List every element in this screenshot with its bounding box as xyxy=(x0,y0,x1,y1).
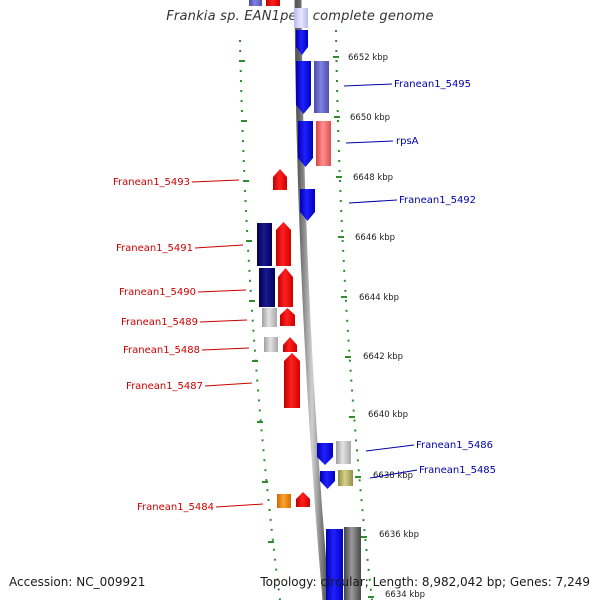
gene-arrow[interactable] xyxy=(296,30,308,55)
gene-arrow[interactable] xyxy=(300,189,315,221)
gene-arrow[interactable] xyxy=(283,337,297,352)
gene-arrow[interactable] xyxy=(344,527,361,600)
gene-label-franean1-5492[interactable]: Franean1_5492 xyxy=(399,195,476,206)
accession-text: Accession: NC_009921 xyxy=(9,575,146,589)
scale-label-6638: 6638 kbp xyxy=(373,471,413,481)
right-callouts xyxy=(343,83,418,479)
gene-label-franean1-5485[interactable]: Franean1_5485 xyxy=(419,465,496,476)
gene-arrow[interactable] xyxy=(273,169,287,190)
reverse-genes xyxy=(249,0,310,508)
gene-label-franean1-5491[interactable]: Franean1_5491 xyxy=(116,243,193,254)
gene-arrow[interactable] xyxy=(320,471,335,489)
gene-arrow[interactable] xyxy=(336,441,351,464)
gene-arrow[interactable] xyxy=(262,308,277,327)
gene-label-franean1-5489[interactable]: Franean1_5489 xyxy=(121,317,198,328)
scale-label-6634: 6634 kbp xyxy=(385,590,425,600)
gene-arrow[interactable] xyxy=(314,61,329,113)
gene-arrow[interactable] xyxy=(316,121,331,166)
left-ticks xyxy=(239,60,274,543)
genome-summary-text: Topology: circular; Length: 8,982,042 bp… xyxy=(260,575,590,589)
gene-arrow[interactable] xyxy=(264,337,278,352)
gene-label-franean1-5490[interactable]: Franean1_5490 xyxy=(119,287,196,298)
scale-label-6648: 6648 kbp xyxy=(353,173,393,183)
gene-arrow[interactable] xyxy=(257,223,272,266)
gene-label-franean1-5493[interactable]: Franean1_5493 xyxy=(113,177,190,188)
gene-arrow[interactable] xyxy=(277,494,291,508)
gene-label-rpsa[interactable]: rpsA xyxy=(396,136,419,147)
forward-genes xyxy=(294,8,361,600)
scale-label-6636: 6636 kbp xyxy=(379,530,419,540)
gene-arrow[interactable] xyxy=(296,492,310,507)
gene-arrow[interactable] xyxy=(278,268,293,307)
scale-label-6644: 6644 kbp xyxy=(359,293,399,303)
gene-label-franean1-5488[interactable]: Franean1_5488 xyxy=(123,345,200,356)
scale-label-6650: 6650 kbp xyxy=(350,113,390,123)
gene-arrow[interactable] xyxy=(326,529,343,600)
left-callouts xyxy=(191,179,264,508)
gene-arrow[interactable] xyxy=(296,61,311,114)
gene-arrow[interactable] xyxy=(276,222,291,266)
gene-label-franean1-5484[interactable]: Franean1_5484 xyxy=(137,502,214,513)
gene-label-franean1-5486[interactable]: Franean1_5486 xyxy=(416,440,493,451)
gene-arrow[interactable] xyxy=(317,443,333,465)
gene-arrow[interactable] xyxy=(266,0,280,6)
scale-label-6646: 6646 kbp xyxy=(355,233,395,243)
scale-label-6652: 6652 kbp xyxy=(348,53,388,63)
right-ticks xyxy=(333,56,374,598)
outer-guide-right xyxy=(335,29,373,600)
gene-arrow[interactable] xyxy=(298,121,313,167)
scale-label-6642: 6642 kbp xyxy=(363,352,403,362)
gene-label-franean1-5487[interactable]: Franean1_5487 xyxy=(126,381,203,392)
gene-arrow[interactable] xyxy=(249,0,262,6)
gene-arrow[interactable] xyxy=(294,8,308,28)
scale-label-6640: 6640 kbp xyxy=(368,410,408,420)
gene-arrow[interactable] xyxy=(284,353,300,408)
gene-label-franean1-5495[interactable]: Franean1_5495 xyxy=(394,79,471,90)
gene-arrow[interactable] xyxy=(338,470,353,486)
gene-arrow[interactable] xyxy=(280,308,295,326)
gene-arrow[interactable] xyxy=(259,268,275,307)
